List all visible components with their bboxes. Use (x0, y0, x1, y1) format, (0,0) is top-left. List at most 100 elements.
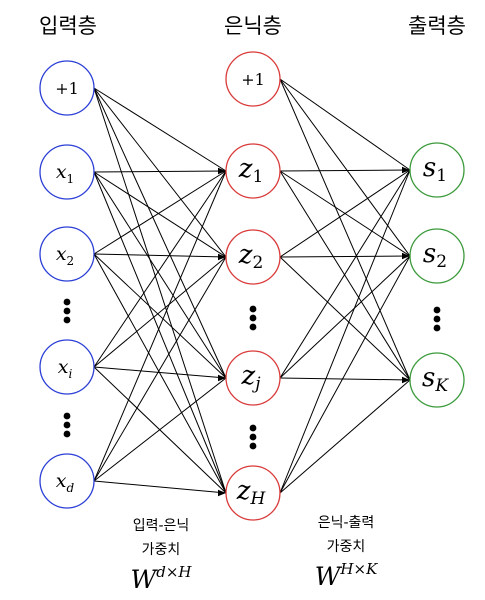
hidden-ellipsis-b-1 (249, 433, 257, 441)
edge-input-4-hidden-3 (93, 377, 227, 482)
hidden-ellipsis-b-0 (249, 424, 257, 432)
edge-hidden-4-output-2 (279, 379, 411, 494)
edge-input-2-hidden-3 (93, 253, 227, 379)
input-node-1-label: x1 (56, 161, 74, 186)
edge-input-4-hidden-2 (93, 256, 227, 482)
input-node-0: +1 (39, 60, 95, 116)
input-ellipsis-b-1 (63, 421, 71, 429)
input-node-3-circle (39, 339, 95, 395)
hidden-ellipsis-b-2 (249, 442, 257, 450)
edge-input-2-hidden-1 (93, 170, 227, 255)
edge-input-0-hidden-2 (93, 87, 227, 258)
edge-input-2-hidden-2 (93, 253, 227, 258)
edge-hidden-3-output-0 (279, 169, 411, 379)
input-node-1-circle (39, 144, 95, 200)
edge-hidden-1-output-2 (279, 170, 411, 381)
output-ellipsis-0 (433, 306, 441, 314)
hidden-layer-title: 은닉층 (224, 14, 282, 38)
input-ellipsis-b-2 (63, 430, 71, 438)
ellipsis-dots (63, 298, 441, 450)
input-ellipsis-b-0 (63, 412, 71, 420)
hidden-node-1-circle (225, 143, 281, 199)
output-node-1-label: s2 (423, 239, 447, 272)
output-ellipsis-2 (433, 324, 441, 332)
input-node-3-label: xi (58, 356, 73, 381)
input-layer-title: 입력층 (39, 14, 97, 38)
edge-hidden-0-output-1 (279, 78, 411, 257)
input-node-2-label: x2 (56, 243, 74, 268)
input-ellipsis-a-1 (63, 307, 71, 315)
arrowhead-hidden-3 (218, 374, 226, 382)
hidden-node-0-circle (225, 51, 281, 107)
edge-input-1-hidden-4 (93, 171, 227, 494)
arrowhead-hidden-4 (218, 489, 226, 497)
hidden-node-1: z1 (225, 143, 281, 199)
hidden-node-0: +1 (225, 51, 281, 107)
edge-input-0-hidden-3 (93, 87, 227, 379)
input-ellipsis-a-0 (63, 298, 71, 306)
edge-input-1-hidden-2 (93, 171, 227, 258)
input-node-4-label: xd (56, 470, 75, 495)
edge-input-3-hidden-1 (93, 170, 227, 368)
input-node-2: x2 (39, 226, 95, 282)
hidden-output-weight-label-line1: 은닉-출력 (318, 515, 375, 531)
input-ellipsis-a-2 (63, 316, 71, 324)
nodes: +1 x1 x2 xi xd +1 z1 z2 zj zH s1 s2 sK (39, 51, 465, 521)
edge-hidden-4-output-1 (279, 255, 411, 494)
arrowhead-output-1 (402, 252, 410, 260)
input-hidden-weight-symbol: Wd×H (131, 563, 193, 594)
output-node-0-label: s1 (423, 153, 447, 186)
edge-hidden-3-output-2 (279, 377, 411, 381)
hidden-output-weight-symbol: WH×K (315, 560, 378, 591)
edge-input-0-hidden-1 (93, 87, 227, 172)
edge-input-3-hidden-3 (93, 366, 227, 379)
output-node-1-circle (409, 228, 465, 284)
hidden-node-2-label: z2 (238, 240, 264, 273)
output-node-0: s1 (409, 142, 465, 198)
hidden-node-0-label: +1 (241, 70, 265, 89)
hidden-ellipsis-a-0 (249, 305, 257, 313)
edge-input-1-hidden-3 (93, 171, 227, 379)
edge-hidden-2-output-1 (279, 255, 411, 258)
arrowhead-hidden-2 (218, 253, 226, 261)
hidden-node-4-label: zH (236, 476, 267, 509)
edge-hidden-1-output-0 (279, 169, 411, 172)
edge-hidden-4-output-0 (279, 169, 411, 494)
connection-lines (93, 78, 411, 497)
hidden-node-3-circle (225, 350, 281, 406)
edge-hidden-2-output-2 (279, 256, 411, 381)
input-node-4: xd (39, 453, 95, 509)
arrowhead-output-2 (402, 376, 410, 384)
edge-hidden-3-output-1 (279, 255, 411, 379)
output-node-2: sK (409, 352, 465, 408)
arrowhead-output-0 (402, 166, 410, 174)
edge-hidden-0-output-0 (279, 78, 411, 171)
hidden-ellipsis-a-2 (249, 323, 257, 331)
input-hidden-weight-label-line1: 입력-은닉 (133, 518, 190, 534)
edge-input-4-hidden-1 (93, 170, 227, 482)
edge-input-1-hidden-1 (93, 170, 227, 173)
edge-input-3-hidden-2 (93, 256, 227, 368)
input-node-0-label: +1 (55, 79, 79, 98)
output-node-0-circle (409, 142, 465, 198)
input-node-2-circle (39, 226, 95, 282)
input-node-1: x1 (39, 144, 95, 200)
hidden-node-4-circle (225, 465, 281, 521)
edge-input-2-hidden-4 (93, 253, 227, 494)
output-node-2-circle (409, 352, 465, 408)
output-node-2-label: sK (422, 363, 449, 396)
hidden-node-2: z2 (225, 229, 281, 285)
output-layer-title: 출력층 (408, 14, 466, 38)
edge-input-4-hidden-4 (93, 480, 227, 494)
input-node-4-circle (39, 453, 95, 509)
input-node-3: xi (39, 339, 95, 395)
edge-input-0-hidden-4 (93, 87, 227, 494)
hidden-ellipsis-a-1 (249, 314, 257, 322)
output-ellipsis-1 (433, 315, 441, 323)
hidden-node-3: zj (225, 350, 281, 406)
hidden-output-weight-label-line2: 가중치 (327, 539, 366, 555)
edge-hidden-0-output-2 (279, 78, 411, 381)
input-hidden-weight-label-line2: 가중치 (142, 542, 181, 558)
hidden-node-3-label: zj (241, 361, 262, 394)
